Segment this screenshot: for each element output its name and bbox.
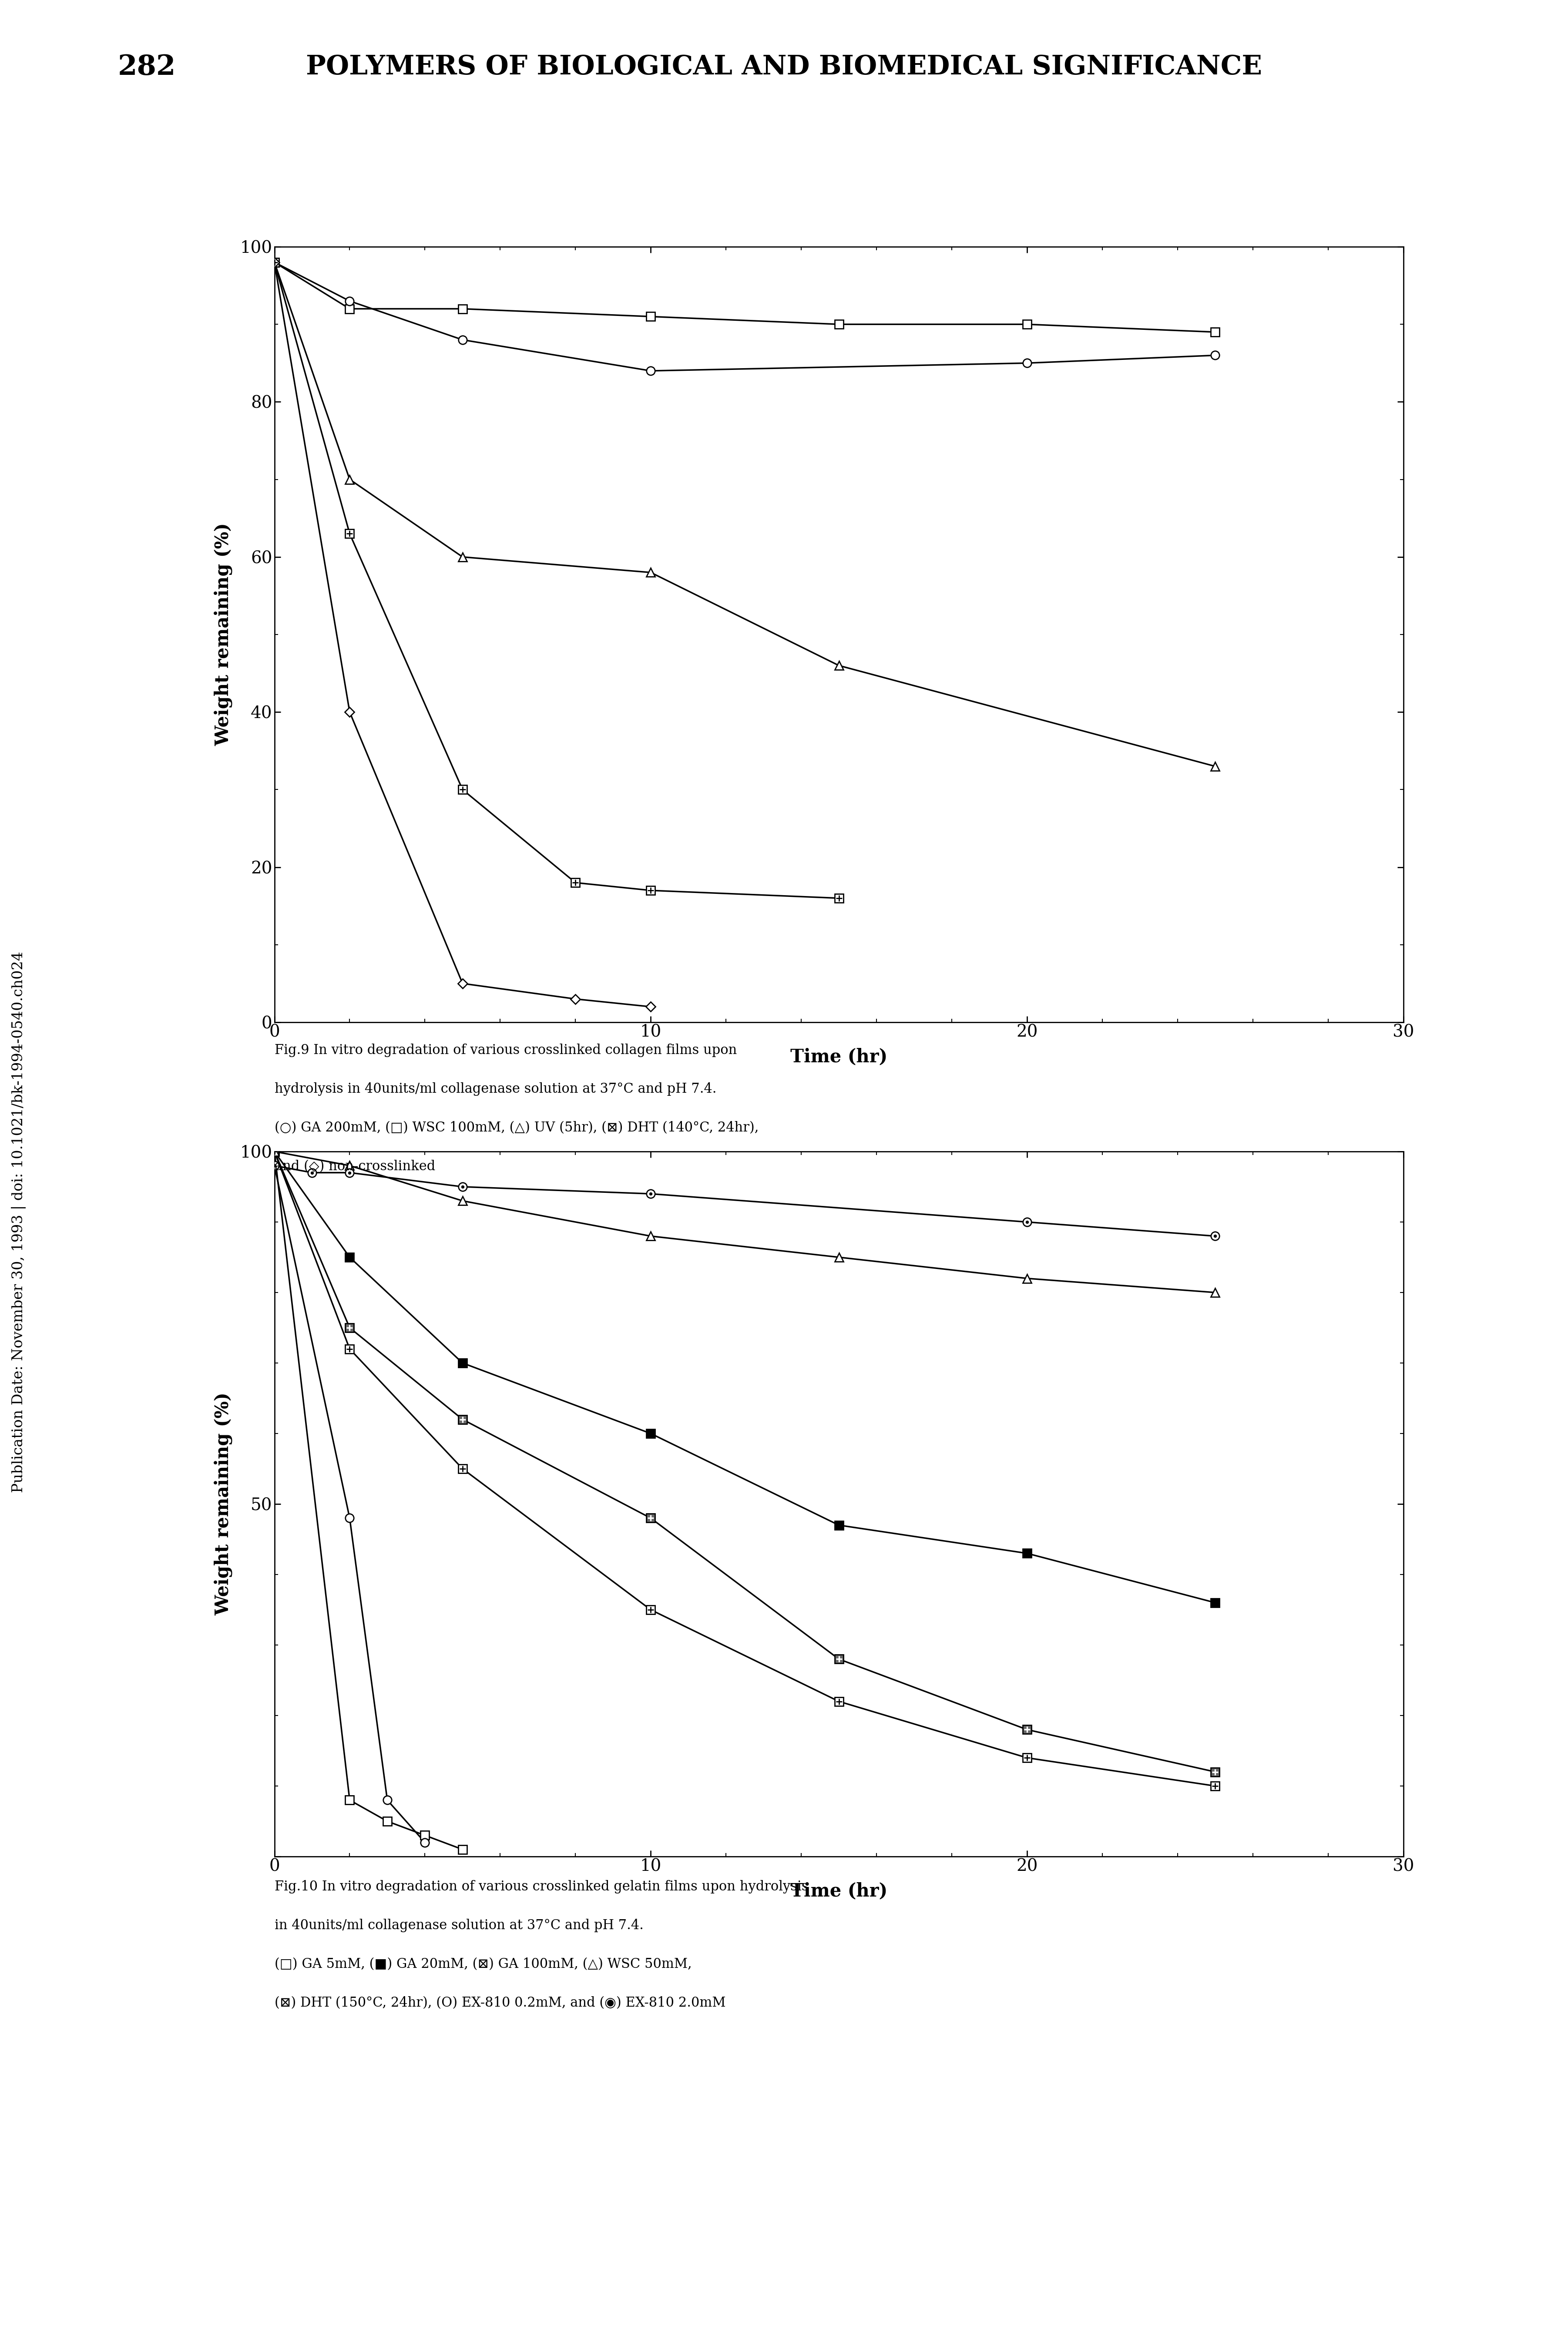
X-axis label: Time (hr): Time (hr) (790, 1882, 887, 1901)
Text: Fig.9 In vitro degradation of various crosslinked collagen films upon: Fig.9 In vitro degradation of various cr… (274, 1043, 737, 1058)
Text: (⊠) DHT (150°C, 24hr), (O) EX-810 0.2mM, and (◉) EX-810 2.0mM: (⊠) DHT (150°C, 24hr), (O) EX-810 0.2mM,… (274, 1995, 726, 2009)
Text: in 40units/ml collagenase solution at 37°C and pH 7.4.: in 40units/ml collagenase solution at 37… (274, 1918, 643, 1932)
Y-axis label: Weight remaining (%): Weight remaining (%) (215, 524, 232, 745)
Text: and (◇) non-crosslinked: and (◇) non-crosslinked (274, 1159, 434, 1173)
Text: hydrolysis in 40units/ml collagenase solution at 37°C and pH 7.4.: hydrolysis in 40units/ml collagenase sol… (274, 1081, 717, 1095)
Text: 282: 282 (118, 54, 176, 80)
Text: (□) GA 5mM, (■) GA 20mM, (⊠) GA 100mM, (△) WSC 50mM,: (□) GA 5mM, (■) GA 20mM, (⊠) GA 100mM, (… (274, 1958, 691, 1972)
Text: POLYMERS OF BIOLOGICAL AND BIOMEDICAL SIGNIFICANCE: POLYMERS OF BIOLOGICAL AND BIOMEDICAL SI… (306, 54, 1262, 80)
X-axis label: Time (hr): Time (hr) (790, 1048, 887, 1067)
Text: Publication Date: November 30, 1993 | doi: 10.1021/bk-1994-0540.ch024: Publication Date: November 30, 1993 | do… (11, 952, 27, 1492)
Y-axis label: Weight remaining (%): Weight remaining (%) (215, 1394, 232, 1614)
Text: Fig.10 In vitro degradation of various crosslinked gelatin films upon hydrolysis: Fig.10 In vitro degradation of various c… (274, 1880, 808, 1894)
Text: (○) GA 200mM, (□) WSC 100mM, (△) UV (5hr), (⊠) DHT (140°C, 24hr),: (○) GA 200mM, (□) WSC 100mM, (△) UV (5hr… (274, 1121, 759, 1135)
